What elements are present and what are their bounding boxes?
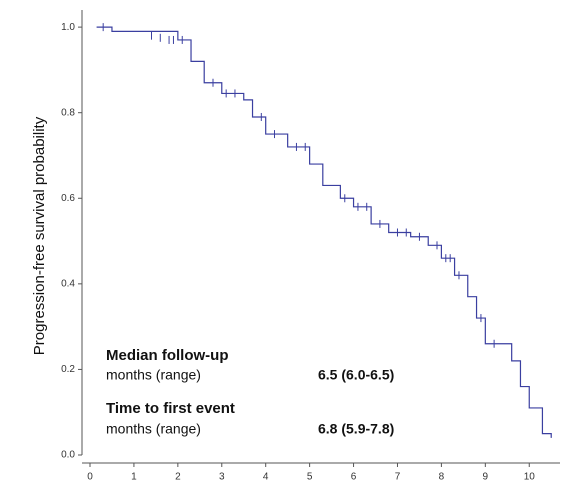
x-tick-label: 7 [395, 472, 401, 483]
x-tick-label: 1 [131, 472, 137, 483]
annotation-subtitle: months (range) [106, 421, 201, 437]
x-tick-label: 10 [524, 472, 536, 483]
annotation-title: Time to first event [106, 400, 235, 417]
x-tick-label: 2 [175, 472, 181, 483]
annotation-value: 6.5 (6.0-6.5) [318, 367, 394, 383]
annotation-subtitle: months (range) [106, 367, 201, 383]
y-axis-label: Progression-free survival probability [31, 116, 48, 355]
x-tick-label: 3 [219, 472, 225, 483]
survival-curve [96, 26, 552, 438]
x-tick-label: 6 [351, 472, 357, 483]
x-tick-label: 8 [439, 472, 445, 483]
annotation-title: Median follow-up [106, 347, 228, 364]
y-tick-label: 0.2 [61, 364, 75, 375]
y-tick-label: 0.4 [61, 278, 75, 289]
y-tick-label: 0.8 [61, 107, 75, 118]
x-tick-label: 0 [87, 472, 93, 483]
x-tick-label: 9 [483, 472, 489, 483]
annotation-value: 6.8 (5.9-7.8) [318, 421, 394, 437]
x-tick-label: 4 [263, 472, 269, 483]
y-tick-label: 1.0 [61, 22, 75, 33]
x-tick-label: 5 [307, 472, 313, 483]
y-tick-label: 0.6 [61, 193, 75, 204]
y-tick-label: 0.0 [61, 450, 75, 461]
